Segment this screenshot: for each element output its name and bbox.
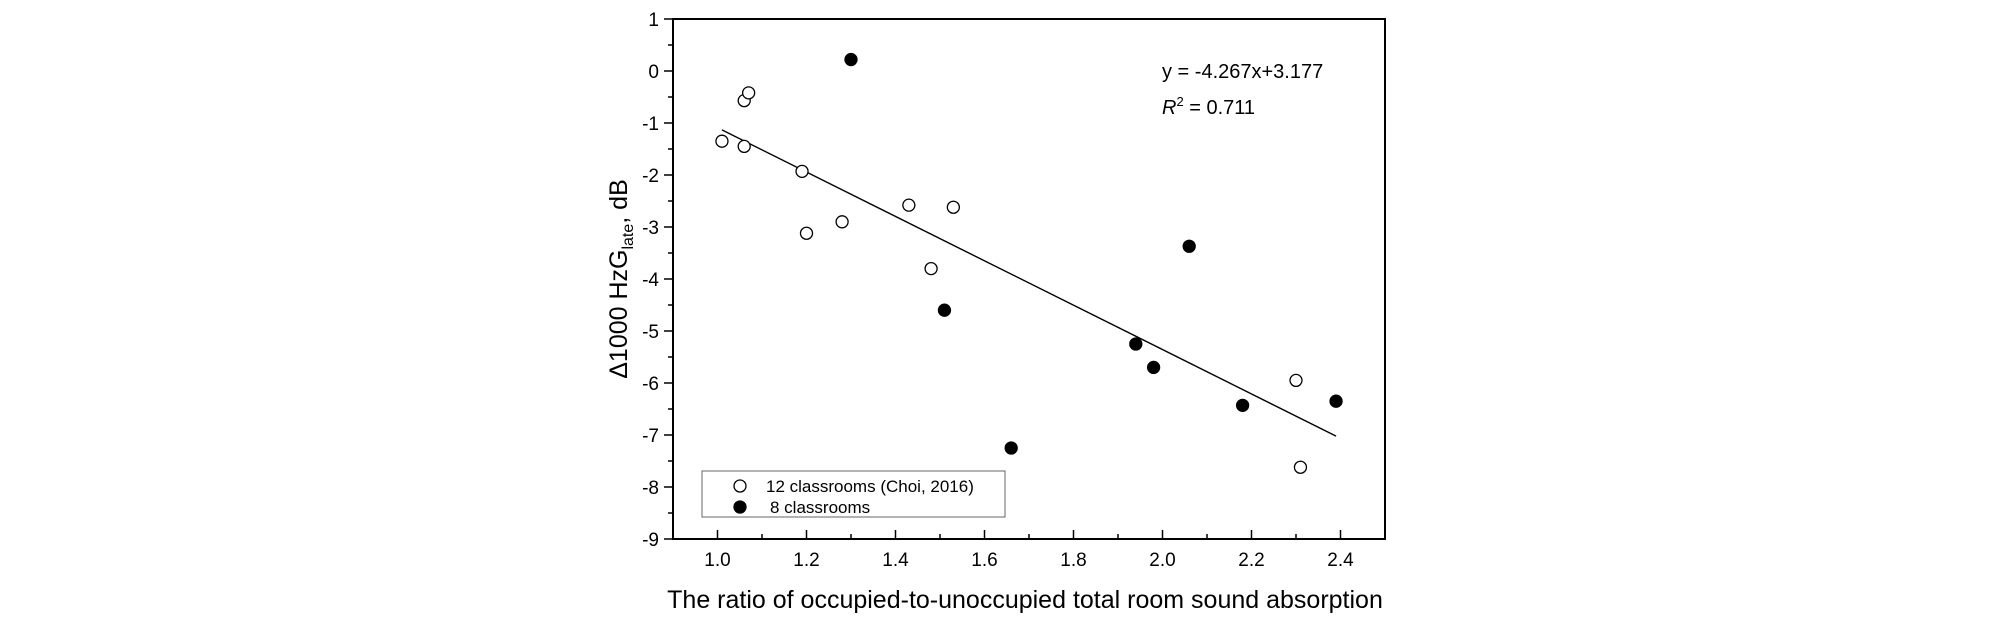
legend-box [701,470,1006,518]
y-tick-label: -9 [642,530,659,551]
data-point-series-2 [1004,441,1018,455]
data-point-series-2 [1129,337,1143,351]
data-point-series-1 [799,226,814,240]
data-point-series-2 [1235,398,1250,413]
data-point-series-1 [742,86,756,100]
y-axis-title: Δ1000 HzGlate, dB [605,179,637,379]
legend: 12 classrooms (Choi, 2016) 8 classrooms [701,470,1006,518]
y-tick-label: -7 [642,426,659,447]
x-tick-label: 1.0 [704,550,730,571]
y-tick-label: -2 [642,166,659,187]
x-tick-label: 1.8 [1060,550,1086,571]
x-tick-label: 2.4 [1327,550,1354,571]
x-tick-label: 2.0 [1149,550,1175,571]
data-point-series-1 [715,134,729,148]
x-axis: 1.0 1.2 1.4 1.6 1.8 2.0 2.2 2.4 [672,530,1386,571]
data-point-series-2 [1182,239,1196,253]
data-point-series-1 [1289,373,1303,388]
legend-marker-open [733,479,747,493]
x-tick-label: 1.6 [971,550,997,571]
y-tick-label: -4 [642,270,659,291]
data-point-series-2 [844,52,858,67]
x-tick-label: 2.2 [1238,550,1264,571]
x-tick-label: 1.2 [793,550,819,571]
data-point-series-1 [795,164,809,179]
x-tick-label: 1.4 [882,550,909,571]
legend-label-series-2: 8 classrooms [770,498,870,517]
data-point-series-1 [737,139,751,154]
data-points [715,52,1343,474]
data-point-series-2 [1329,394,1343,408]
data-point-series-1 [1293,460,1308,474]
legend-marker-filled [733,500,747,514]
legend-label-series-1: 12 classrooms (Choi, 2016) [766,477,974,496]
y-tick-label: -6 [642,374,659,395]
data-point-series-1 [946,200,960,214]
regression-line [721,129,1337,437]
fit-equation: y = -4.267x+3.177 [1162,61,1323,83]
x-axis-title: The ratio of occupied-to-unoccupied tota… [667,586,1383,614]
data-point-series-2 [1146,360,1161,375]
y-tick-label: -8 [642,478,659,499]
y-tick-label: -3 [642,218,659,239]
y-tick-label: -1 [642,114,659,135]
data-point-series-1 [835,215,849,229]
data-point-series-1 [924,261,938,276]
y-tick-label: 1 [648,10,659,31]
y-tick-label: -5 [642,322,659,343]
y-axis-title-unit: , dB [605,179,633,223]
data-point-series-1 [902,198,916,212]
y-axis-title-subscript: late [620,224,637,250]
plot-frame [672,18,1386,540]
y-axis: 1 0 -1 -2 -3 -4 -5 -6 -7 -8 -9 [642,10,673,551]
r-squared: R2 = 0.711 [1162,94,1255,119]
data-point-series-2 [937,303,952,317]
y-tick-label: 0 [648,62,659,83]
